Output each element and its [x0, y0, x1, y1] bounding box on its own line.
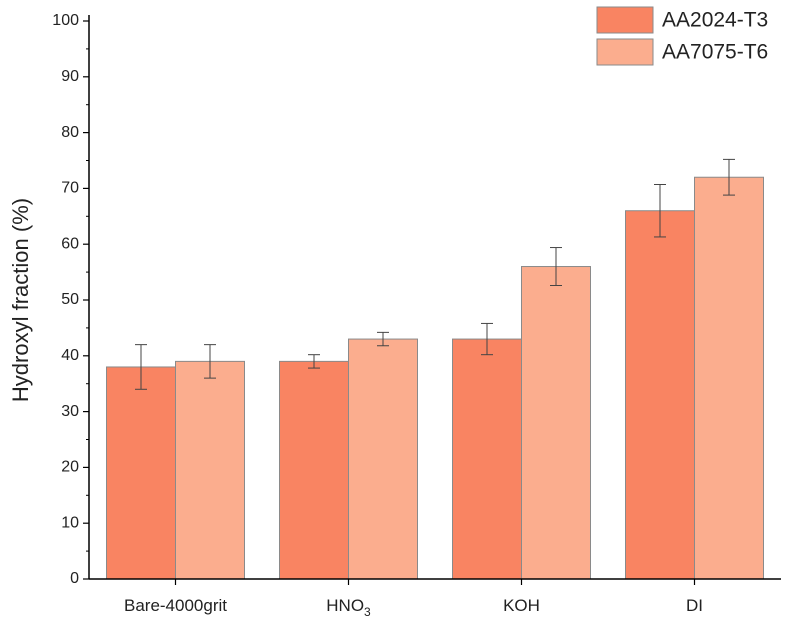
category-label: Bare-4000grit: [124, 596, 227, 615]
legend-label-aa2024-t3: AA2024-T3: [662, 9, 768, 32]
bar-aa2024-t3-1: [279, 360, 349, 580]
category-label: HNO3: [326, 596, 371, 619]
error-bar-aa7075-t6-1: [377, 331, 389, 347]
error-bar-aa7075-t6-3: [723, 158, 735, 196]
y-tick-label: 60: [61, 235, 79, 252]
y-tick-label: 0: [70, 570, 79, 587]
y-tick-label: 100: [52, 12, 79, 29]
bar-aa7075-t6-1: [348, 338, 418, 580]
category-labels-layer: Bare-4000grit HNO3 KOH DI: [124, 579, 703, 619]
category-label: KOH: [503, 596, 540, 615]
bar-aa2024-t3-0: [106, 366, 176, 580]
error-bars-layer: [135, 158, 735, 390]
error-bar-aa2024-t3-2: [481, 322, 493, 356]
error-bar-aa7075-t6-2: [550, 247, 562, 286]
error-bar-aa2024-t3-1: [308, 354, 320, 369]
y-tick-label: 40: [61, 347, 79, 364]
error-bar-aa7075-t6-0: [204, 344, 216, 379]
axes-layer: [88, 15, 781, 580]
y-tick-label: 10: [61, 514, 79, 531]
y-tick-label: 70: [61, 180, 79, 197]
error-bar-aa2024-t3-0: [135, 344, 147, 390]
bar-aa2024-t3-2: [452, 338, 522, 580]
bar-aa7075-t6-2: [521, 266, 591, 580]
y-axis-label: Hydroxyl fraction (%): [8, 198, 33, 402]
bars-layer: [106, 176, 764, 580]
y-tick-label: 50: [61, 291, 79, 308]
legend-swatch-aa7075-t6: [596, 38, 654, 66]
legend-label-aa7075-t6: AA7075-T6: [662, 41, 768, 64]
category-label: DI: [686, 596, 703, 615]
bar-aa2024-t3-3: [625, 210, 695, 580]
legend-swatch-aa2024-t3: [596, 6, 654, 34]
y-tick-label: 80: [61, 124, 79, 141]
error-bar-aa2024-t3-3: [654, 183, 666, 238]
y-ticks-layer: 0 10 20 30 40 50 60 70 80 90 100: [52, 12, 89, 587]
bar-aa7075-t6-3: [694, 176, 764, 580]
legend: AA2024-T3 AA7075-T6: [596, 6, 768, 66]
y-tick-label: 30: [61, 403, 79, 420]
y-tick-label: 20: [61, 459, 79, 476]
y-tick-label: 90: [61, 68, 79, 85]
bar-aa7075-t6-0: [175, 360, 245, 580]
